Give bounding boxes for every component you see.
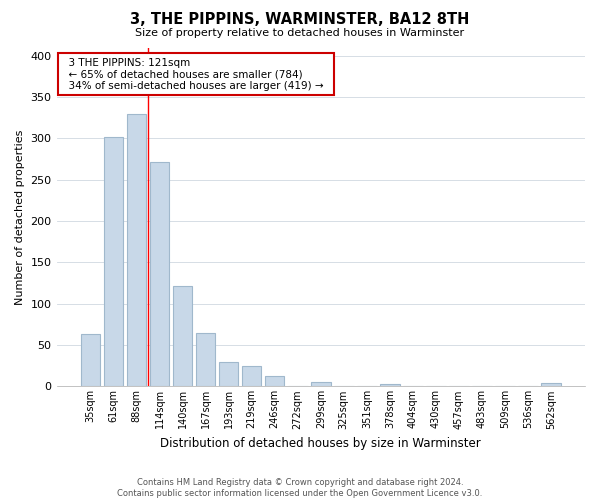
Bar [265, 376, 284, 386]
Bar [196, 334, 215, 386]
Bar [80, 334, 100, 386]
Bar [311, 382, 331, 386]
Bar [242, 366, 262, 386]
Bar [104, 137, 123, 386]
Text: 3 THE PIPPINS: 121sqm
  ← 65% of detached houses are smaller (784)
  34% of semi: 3 THE PIPPINS: 121sqm ← 65% of detached … [62, 58, 330, 91]
Bar [219, 362, 238, 386]
X-axis label: Distribution of detached houses by size in Warminster: Distribution of detached houses by size … [160, 437, 481, 450]
Bar [127, 114, 146, 386]
Y-axis label: Number of detached properties: Number of detached properties [15, 130, 25, 304]
Bar [149, 162, 169, 386]
Bar [380, 384, 400, 386]
Bar [541, 383, 561, 386]
Text: 3, THE PIPPINS, WARMINSTER, BA12 8TH: 3, THE PIPPINS, WARMINSTER, BA12 8TH [130, 12, 470, 28]
Text: Size of property relative to detached houses in Warminster: Size of property relative to detached ho… [136, 28, 464, 38]
Bar [173, 286, 193, 386]
Text: Contains HM Land Registry data © Crown copyright and database right 2024.
Contai: Contains HM Land Registry data © Crown c… [118, 478, 482, 498]
